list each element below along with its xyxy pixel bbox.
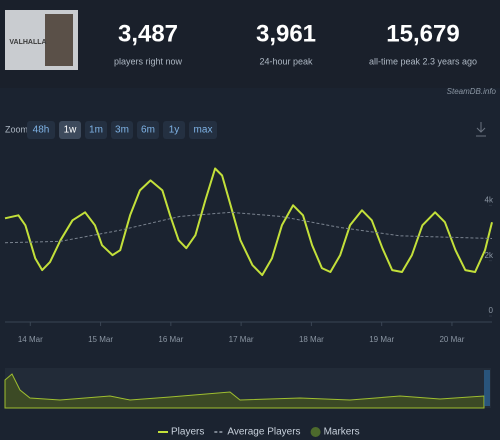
stat-value: 3,487 <box>118 20 178 47</box>
zoom-button[interactable] <box>163 121 185 139</box>
x-tick-label: 17 Mar <box>229 335 254 344</box>
x-tick-label: 14 Mar <box>18 335 43 344</box>
y-tick-label: 0 <box>489 306 494 315</box>
zoom-button-label[interactable]: 48h <box>33 125 50 136</box>
stat-label: 24-hour peak <box>259 56 313 66</box>
stat-value: 15,679 <box>386 20 459 47</box>
series-line <box>4 211 493 244</box>
zoom-button[interactable] <box>111 121 133 139</box>
stat-label: players right now <box>114 56 183 66</box>
zoom-button-label[interactable]: 1m <box>89 125 103 136</box>
zoom-button-label[interactable]: 3m <box>115 125 129 136</box>
zoom-button[interactable] <box>27 121 55 139</box>
series-line <box>4 167 493 277</box>
zoom-button-label[interactable]: max <box>194 125 213 136</box>
source: SteamDB.info <box>447 87 497 96</box>
zoom-label: Zoom <box>5 124 28 134</box>
zoom-button[interactable] <box>137 121 159 139</box>
zoom-button-label[interactable]: 1w <box>64 125 78 136</box>
legend-label[interactable]: Players <box>171 427 204 438</box>
legend-label[interactable]: Markers <box>324 427 360 438</box>
stat-value: 3,961 <box>256 20 316 47</box>
y-tick-label: 4k <box>485 195 494 204</box>
zoom-button-label[interactable]: 1y <box>169 125 180 136</box>
zoom-button[interactable] <box>85 121 107 139</box>
navigator-handle[interactable] <box>484 370 490 406</box>
legend-label[interactable]: Average Players <box>227 427 300 438</box>
zoom-button[interactable] <box>189 121 217 139</box>
x-tick-label: 20 Mar <box>439 335 464 344</box>
legend-swatch <box>310 427 321 437</box>
zoom-button-label[interactable]: 6m <box>141 125 155 136</box>
header-band <box>0 0 500 88</box>
zoom-button[interactable] <box>59 121 81 139</box>
thumbnail-figure <box>45 14 73 66</box>
stat-label: all-time peak 2.3 years ago <box>369 56 477 66</box>
y-tick-label: 2k <box>485 251 494 260</box>
x-tick-label: 18 Mar <box>299 335 324 344</box>
x-tick-label: 19 Mar <box>369 335 394 344</box>
x-tick-label: 16 Mar <box>158 335 183 344</box>
download-icon[interactable] <box>476 122 486 137</box>
game-title: VALHALLA <box>9 39 46 46</box>
x-tick-label: 15 Mar <box>88 335 113 344</box>
